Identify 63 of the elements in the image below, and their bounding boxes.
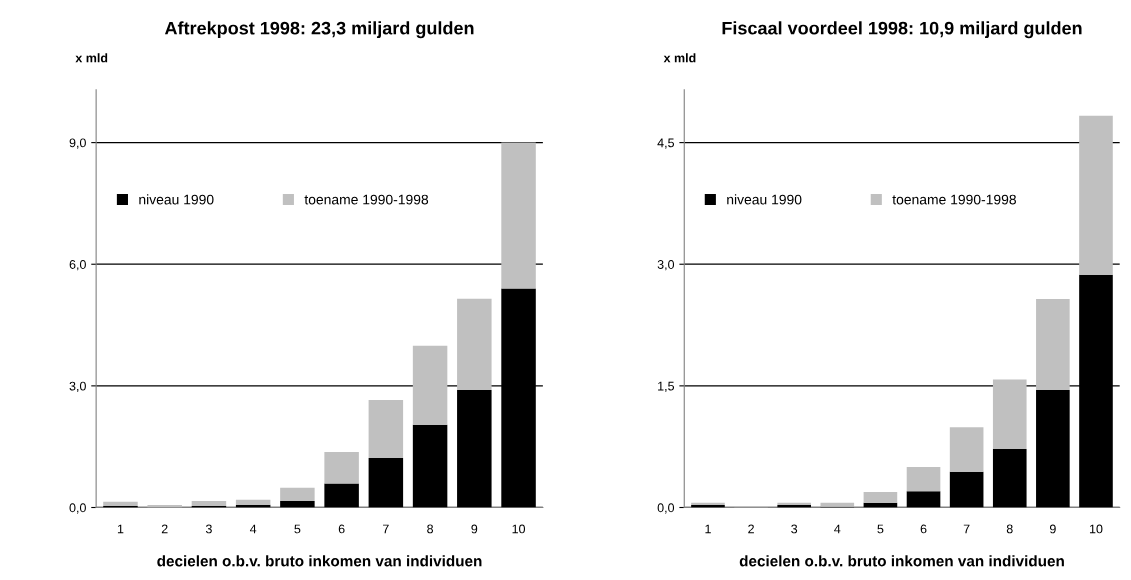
bar	[457, 389, 492, 508]
x-tick-label: 9	[471, 524, 478, 534]
bar	[1036, 299, 1070, 390]
chart-title: Fiscaal voordeel 1998: 10,9 miljard gulden	[722, 21, 1082, 39]
bar	[412, 424, 448, 508]
y-tick-label: 6,0	[69, 260, 86, 271]
x-tick-label: 3	[791, 524, 798, 534]
x-tick-label: 9	[1049, 524, 1056, 534]
chart-title: Aftrekpost 1998: 23,3 miljard gulden	[164, 21, 474, 39]
bar	[324, 451, 359, 484]
legend-label: niveau 1990	[727, 194, 802, 205]
y-tick-label: 0,0	[69, 503, 86, 514]
bar	[992, 379, 1027, 450]
bar	[280, 501, 315, 508]
y-axis-title: x mld	[663, 53, 696, 63]
bar	[820, 502, 855, 507]
bar	[235, 499, 271, 505]
bar	[906, 466, 941, 492]
x-tick-label: 4	[249, 524, 257, 534]
y-tick-label: 3,0	[657, 260, 675, 271]
bar	[280, 487, 315, 502]
y-tick-label: 1,5	[658, 381, 675, 392]
x-tick-label: 6	[920, 524, 927, 534]
x-tick-label: 8	[427, 524, 434, 534]
x-tick-label: 7	[383, 524, 389, 534]
y-axis-title: x mld	[75, 53, 108, 63]
bar	[191, 501, 227, 506]
x-axis-title: decielen o.b.v. bruto inkomen van individuen	[157, 555, 482, 567]
x-tick-label: 8	[1006, 524, 1013, 534]
y-tick-label: 0,0	[657, 503, 675, 514]
legend-label: niveau 1990	[139, 194, 214, 205]
bar	[906, 491, 941, 508]
legend-label: toename 1990-1998	[304, 194, 429, 205]
bar	[863, 492, 898, 503]
x-tick-label: 1	[117, 524, 124, 534]
legend-label: toename 1990-1998	[892, 194, 1016, 205]
bar	[501, 142, 536, 289]
y-tick-label: 3,0	[69, 381, 86, 392]
x-tick-label: 3	[205, 524, 212, 534]
bar	[1036, 389, 1070, 508]
bar	[324, 483, 359, 508]
x-tick-label: 6	[338, 524, 345, 534]
x-tick-label: 1	[705, 524, 711, 534]
bar	[992, 449, 1027, 508]
bar	[1079, 115, 1113, 275]
bar	[103, 501, 138, 506]
x-tick-label: 10	[1089, 524, 1103, 534]
bar	[949, 471, 984, 508]
x-tick-label: 2	[748, 524, 754, 534]
bar	[368, 400, 404, 459]
bar	[949, 427, 984, 472]
x-tick-label: 4	[834, 524, 841, 534]
y-tick-label: 9,0	[69, 138, 86, 149]
x-tick-label: 2	[161, 524, 168, 534]
y-tick-label: 4,5	[657, 138, 675, 149]
bar	[368, 458, 404, 508]
bar	[412, 345, 448, 425]
x-tick-label: 5	[294, 524, 301, 534]
x-tick-label: 5	[877, 524, 884, 534]
x-axis-title: decielen o.b.v. bruto inkomen van individuen	[739, 555, 1064, 567]
x-tick-label: 10	[512, 524, 526, 534]
bar	[457, 298, 492, 390]
x-tick-label: 7	[963, 524, 970, 534]
